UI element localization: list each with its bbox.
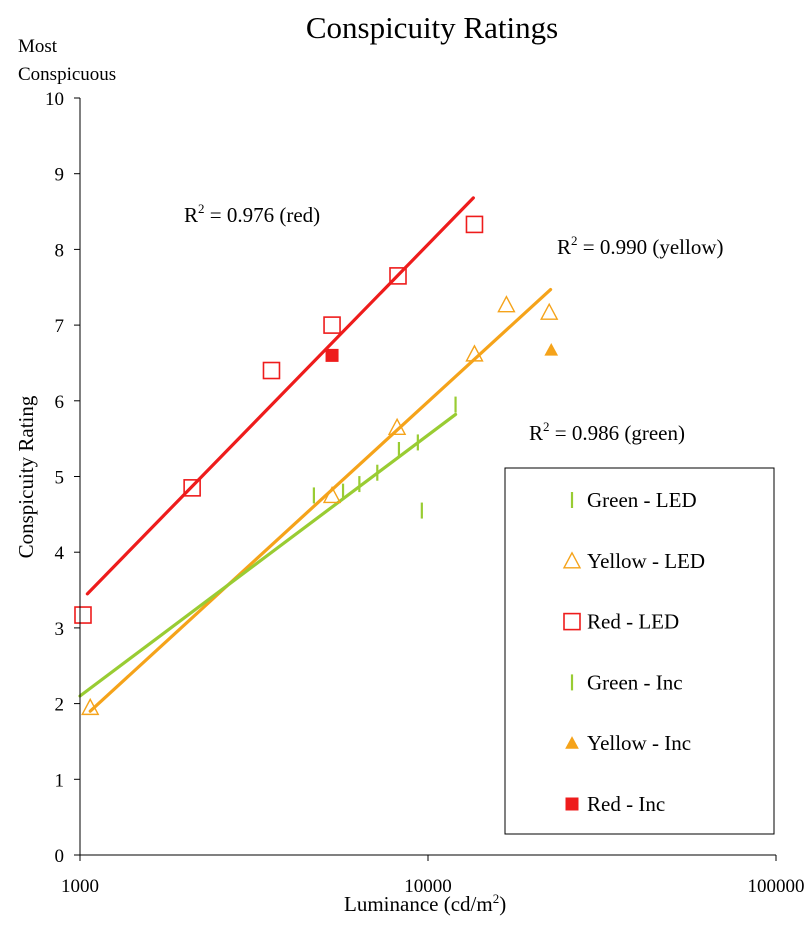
r2-yellow-text: = 0.990 (yellow) [578,235,724,259]
y-tick-label: 9 [55,165,65,186]
legend-marker-yellow-inc [565,736,579,749]
data-point-yellow-inc [544,343,559,356]
corner-label-line-1: Most [18,36,58,57]
r2-red-text: = 0.976 (red) [205,203,321,227]
r2-green-text: = 0.986 (green) [550,421,685,445]
x-axis-label-sup: 2 [493,891,500,906]
y-tick-label: 10 [45,89,64,110]
y-tick-label: 0 [55,846,65,867]
chart-title: Conspicuity Ratings [306,10,558,45]
legend-marker-red-inc [565,797,579,811]
data-point-yellow-led [540,302,559,320]
r2-red-prefix: R [184,203,198,227]
data-point-yellow-led [465,344,484,362]
legend-label-green-inc: Green - Inc [587,670,683,694]
y-tick-label: 7 [55,316,65,337]
data-point-yellow-led [497,295,516,313]
legend-marker-yellow-led [562,551,582,569]
corner-label-line-2: Conspicuous [18,64,116,85]
r2-yellow-sup: 2 [571,233,578,248]
data-point-yellow-led [387,417,407,435]
data-point-red-led [323,316,341,334]
data-point-red-led [262,361,281,380]
data-points [74,215,559,716]
data-point-red-led [389,267,407,285]
r2-green-prefix: R [529,421,543,445]
legend-label-green-led: Green - LED [587,488,697,512]
r2-green-annotation: R2 = 0.986 (green) [529,419,685,445]
legend-label-yellow-inc: Yellow - Inc [587,731,691,755]
x-axis-label-end: ) [499,892,506,916]
r2-red-sup: 2 [198,201,205,216]
x-tick-label: 100000 [748,876,805,897]
data-point-yellow-led [322,485,342,504]
trendline [88,287,553,713]
y-tick-label: 3 [55,619,65,640]
legend-box [504,467,775,835]
y-tick-label: 4 [55,543,65,564]
legend-marker-red-led [563,612,581,631]
legend-label-red-led: Red - LED [587,610,679,634]
data-point-red-inc [325,348,339,362]
corner-label-clip-group: Conspicuous [18,64,116,85]
r2-green-sup: 2 [543,419,550,434]
trendline [78,412,458,698]
x-axis-label: Luminance (cd/m2) [344,891,506,916]
y-tick-label: 6 [55,392,65,413]
r2-red-annotation: R2 = 0.976 (red) [184,201,320,227]
x-tick-label: 10000 [404,876,452,897]
y-tick-label: 1 [55,770,65,791]
data-point-red-led [465,215,484,234]
r2-yellow-prefix: R [557,235,571,259]
legend: Green - LED Yellow - LED Red - LED Green - … [504,467,775,835]
data-point-red-led [74,606,92,624]
legend-label-red-inc: Red - Inc [587,792,665,816]
x-axis-label-main: Luminance (cd/m [344,892,493,916]
data-point-red-led [183,479,201,497]
trendline [85,196,475,596]
y-ticks: 0 1 2 3 4 5 6 7 8 9 10 [45,89,80,867]
y-tick-label: 5 [55,468,65,489]
y-tick-label: 8 [55,240,65,261]
y-tick-label: 2 [55,695,65,716]
data-point-yellow-led [81,697,100,716]
x-ticks: 1000 10000 100000 [61,855,805,897]
x-tick-label: 1000 [61,876,99,897]
y-axis-label: Conspicuity Rating [14,395,38,558]
legend-label-yellow-led: Yellow - LED [587,549,705,573]
r2-yellow-annotation: R2 = 0.990 (yellow) [557,233,724,259]
trendlines [78,196,553,713]
